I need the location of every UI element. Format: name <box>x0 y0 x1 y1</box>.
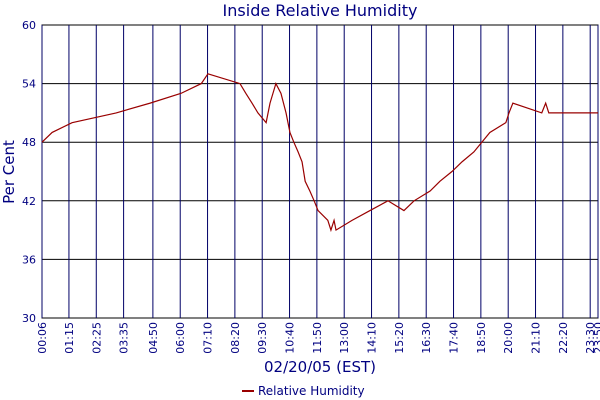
x-tick-label: 20:00 <box>502 322 515 354</box>
legend-label: Relative Humidity <box>258 384 365 398</box>
x-tick-label: 14:10 <box>366 322 379 354</box>
x-tick-label: 09:30 <box>256 322 269 354</box>
x-tick-label: 00:06 <box>36 322 49 354</box>
plot-area <box>41 24 599 319</box>
x-tick-label: 07:10 <box>202 322 215 354</box>
y-tick-label: 42 <box>22 195 36 208</box>
x-tick-label: 16:30 <box>420 322 433 354</box>
x-tick-label: 15:20 <box>393 322 406 354</box>
x-tick-label: 23:50 <box>592 322 600 354</box>
x-tick-label: 23:30 <box>584 322 597 354</box>
y-axis-label: Per Cent <box>0 140 18 204</box>
y-tick-label: 54 <box>22 78 36 91</box>
x-tick-label: 03:35 <box>118 322 131 354</box>
x-tick-label: 13:00 <box>338 322 351 354</box>
x-tick-label: 08:20 <box>229 322 242 354</box>
x-tick-label: 10:40 <box>284 322 297 354</box>
data-line <box>41 73 598 233</box>
x-tick-label: 11:50 <box>311 322 324 354</box>
x-tick-label: 06:00 <box>174 322 187 354</box>
x-tick-label: 17:40 <box>448 322 461 354</box>
chart-title: Inside Relative Humidity <box>223 1 418 20</box>
y-tick-label: 30 <box>22 312 36 325</box>
x-tick-label: 01:15 <box>63 322 76 354</box>
y-tick-label: 48 <box>22 136 36 149</box>
x-tick-label: 04:50 <box>147 322 160 354</box>
x-tick-label: 02:25 <box>90 322 103 354</box>
x-tick-label: 21:10 <box>530 322 543 354</box>
x-axis-label: 02/20/05 (EST) <box>264 358 376 376</box>
x-tick-label: 18:50 <box>475 322 488 354</box>
x-tick-label: 22:20 <box>557 322 570 354</box>
y-tick-label: 60 <box>22 19 36 32</box>
y-tick-label: 36 <box>22 253 36 266</box>
